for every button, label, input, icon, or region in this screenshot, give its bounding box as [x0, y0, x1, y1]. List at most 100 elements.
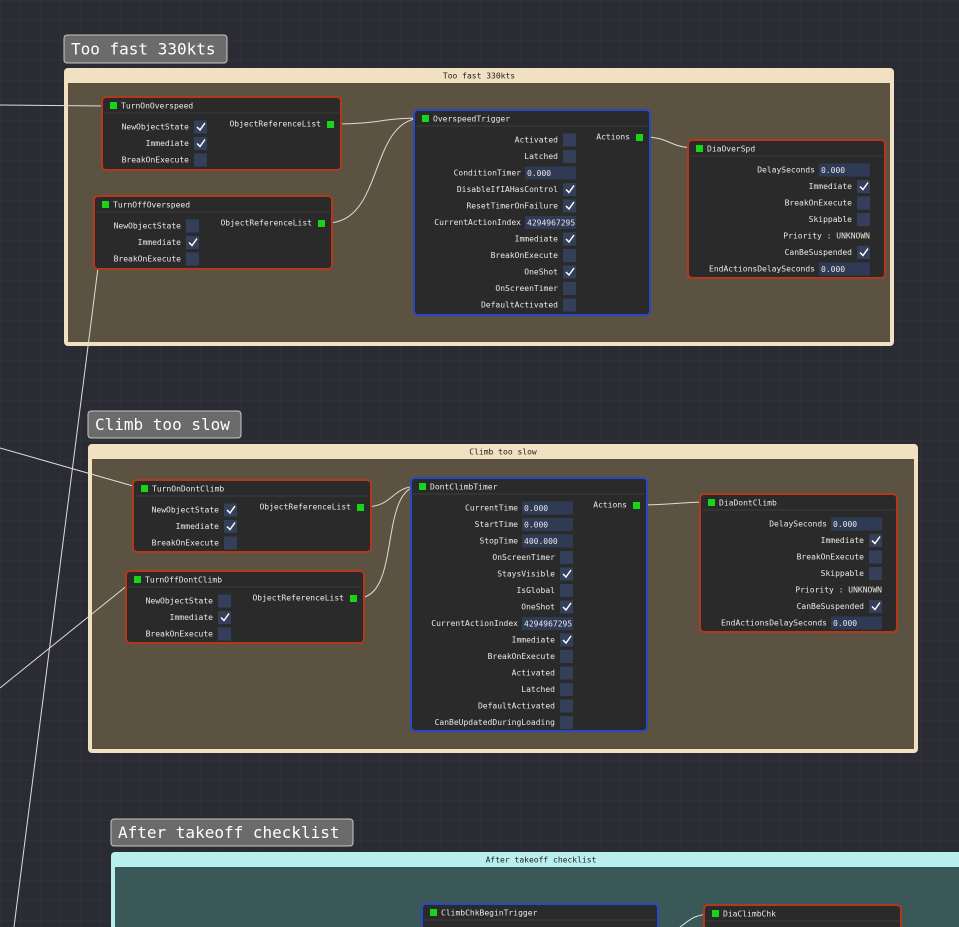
property-label: Latched: [521, 685, 555, 694]
output-label: ObjectReferenceList: [259, 503, 351, 512]
checkbox[interactable]: [869, 534, 882, 547]
property-label: NewObjectState: [146, 597, 214, 606]
checkbox[interactable]: [560, 551, 573, 564]
value-field[interactable]: [525, 216, 576, 229]
input-port[interactable]: [712, 910, 719, 917]
value-field[interactable]: [525, 166, 576, 180]
checkbox[interactable]: [560, 699, 573, 713]
node-body: [699, 493, 898, 633]
output-port[interactable]: [633, 502, 640, 509]
input-port[interactable]: [102, 201, 109, 208]
checkbox[interactable]: [563, 150, 576, 163]
checkbox[interactable]: [563, 282, 576, 295]
checkbox[interactable]: [563, 199, 576, 213]
node[interactable]: DiaClimbChk: [703, 904, 902, 927]
property-label: NewObjectState: [114, 222, 182, 231]
value-field[interactable]: [522, 518, 573, 531]
node[interactable]: TurnOffDontClimb ObjectReferenceList NewOb…: [125, 570, 365, 644]
checkmark: [562, 602, 572, 612]
checkmark: [565, 267, 575, 277]
value-field[interactable]: [831, 517, 882, 531]
node[interactable]: TurnOnDontClimb ObjectReferenceList NewObj…: [132, 479, 372, 553]
checkbox[interactable]: [560, 650, 573, 663]
checkbox[interactable]: [857, 213, 870, 226]
checkbox[interactable]: [186, 252, 199, 266]
input-port[interactable]: [696, 145, 703, 152]
property-label: ResetTimerOnFailure: [466, 202, 558, 211]
node[interactable]: ClimbChkBeginTrigger: [421, 903, 659, 927]
checkbox[interactable]: [218, 594, 231, 608]
checkbox[interactable]: [560, 567, 573, 581]
checkbox[interactable]: [857, 246, 870, 259]
input-port[interactable]: [419, 483, 426, 490]
input-port[interactable]: [134, 576, 141, 583]
checkbox[interactable]: [224, 520, 237, 533]
value-field[interactable]: [522, 617, 573, 630]
output-port[interactable]: [318, 220, 325, 227]
checkbox[interactable]: [218, 611, 231, 624]
checkbox[interactable]: [194, 153, 207, 167]
value-field[interactable]: [522, 501, 573, 515]
node[interactable]: DiaDontClimb DelaySeconds 0.000 Immediate Br…: [699, 493, 898, 633]
checkbox[interactable]: [224, 503, 237, 517]
checkbox[interactable]: [869, 550, 882, 564]
input-port[interactable]: [422, 115, 429, 122]
checkbox[interactable]: [563, 265, 576, 279]
checkbox[interactable]: [563, 232, 576, 246]
checkbox[interactable]: [563, 183, 576, 196]
node-title: TurnOffDontClimb: [145, 576, 222, 585]
checkbox[interactable]: [186, 219, 199, 233]
checkbox[interactable]: [869, 567, 882, 580]
node-title: DiaClimbChk: [723, 910, 776, 919]
output-port[interactable]: [327, 121, 334, 128]
node[interactable]: OverspeedTriggerActionsActivatedLatchedC…: [413, 109, 651, 316]
checkbox[interactable]: [563, 249, 576, 262]
checkbox[interactable]: [563, 298, 576, 312]
checkbox[interactable]: [224, 536, 237, 550]
checkbox[interactable]: [560, 584, 573, 597]
node[interactable]: DiaOverSpd DelaySeconds 0.000 Immediate Brea…: [687, 139, 886, 279]
checkbox[interactable]: [857, 180, 870, 193]
group-tag[interactable]: [110, 818, 354, 847]
node[interactable]: TurnOffOverspeed ObjectReferenceList NewOb…: [93, 195, 333, 270]
value-field[interactable]: [831, 616, 882, 630]
property-label: DefaultActivated: [478, 702, 555, 711]
group-title: After takeoff checklist: [486, 856, 597, 865]
node[interactable]: DontClimbTimer Actions CurrentTime 0.000 Sta…: [410, 477, 648, 732]
value-clip: 4294967295: [527, 219, 575, 228]
input-port[interactable]: [110, 102, 117, 109]
value-text: 400.000: [524, 537, 558, 546]
property-label: Immediate: [809, 182, 853, 191]
node[interactable]: TurnOnOverspeed ObjectReferenceList NewObj…: [101, 96, 342, 171]
checkbox[interactable]: [194, 120, 207, 134]
input-port[interactable]: [141, 485, 148, 492]
checkbox[interactable]: [560, 633, 573, 647]
checkbox[interactable]: [218, 627, 231, 641]
value-text: 0.000: [833, 520, 857, 529]
value-clip: 0.000: [821, 166, 845, 175]
output-port[interactable]: [636, 134, 643, 141]
checkbox[interactable]: [560, 600, 573, 614]
checkbox[interactable]: [560, 716, 573, 729]
checkbox[interactable]: [560, 683, 573, 696]
value-field[interactable]: [819, 163, 870, 177]
group-tag[interactable]: [87, 410, 242, 439]
checkbox[interactable]: [869, 600, 882, 613]
checkbox[interactable]: [194, 137, 207, 150]
group-tag[interactable]: [63, 34, 228, 64]
checkbox[interactable]: [560, 666, 573, 680]
input-port[interactable]: [708, 499, 715, 506]
value-text: 0.000: [821, 166, 845, 175]
value-field[interactable]: [522, 534, 573, 548]
output-port[interactable]: [357, 504, 364, 511]
input-port[interactable]: [430, 909, 437, 916]
node-body: [101, 96, 342, 171]
checkmark: [565, 201, 575, 211]
checkbox[interactable]: [563, 133, 576, 147]
output-port[interactable]: [350, 595, 357, 602]
value-field[interactable]: [819, 262, 870, 276]
checkbox[interactable]: [857, 196, 870, 210]
property-label: CurrentActionIndex: [431, 619, 518, 628]
property-label: Latched: [524, 152, 558, 161]
checkbox[interactable]: [186, 236, 199, 249]
